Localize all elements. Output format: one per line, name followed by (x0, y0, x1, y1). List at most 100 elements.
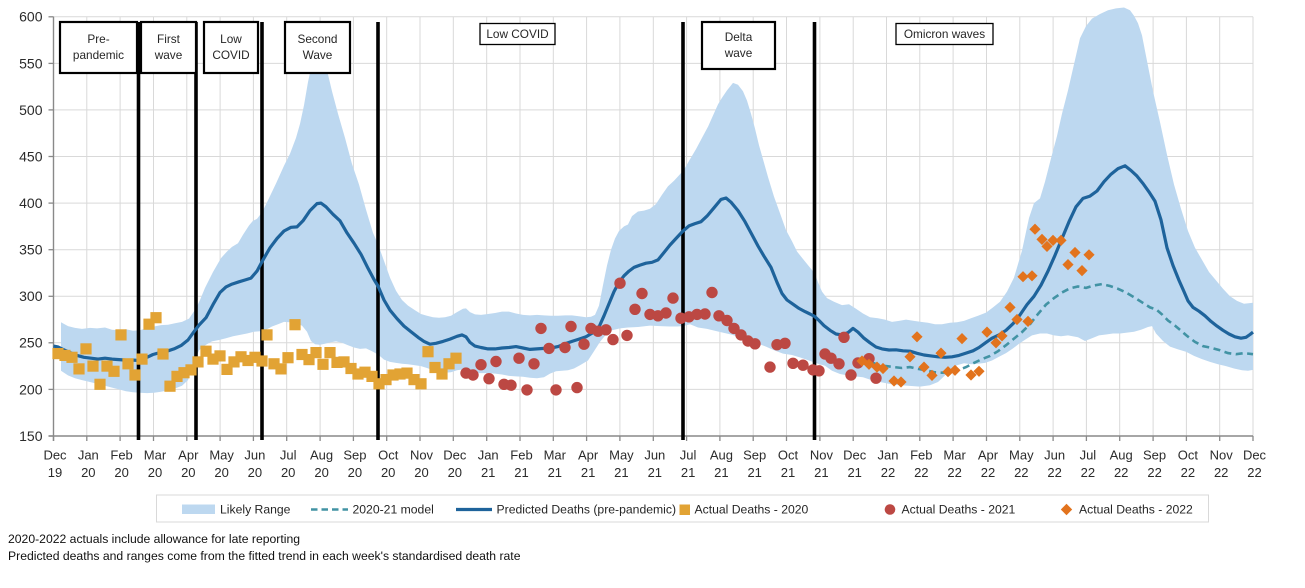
svg-text:wave: wave (154, 48, 183, 62)
svg-text:350: 350 (19, 242, 43, 258)
svg-text:COVID: COVID (212, 48, 249, 62)
svg-text:22: 22 (1047, 465, 1061, 480)
svg-text:600: 600 (19, 9, 43, 25)
svg-text:22: 22 (1014, 465, 1028, 480)
svg-text:Omicron waves: Omicron waves (904, 27, 985, 41)
svg-text:20: 20 (148, 465, 162, 480)
svg-text:21: 21 (781, 465, 795, 480)
svg-text:550: 550 (19, 55, 43, 71)
svg-text:pandemic: pandemic (73, 48, 124, 62)
svg-text:May: May (1009, 448, 1034, 463)
svg-text:400: 400 (19, 195, 43, 211)
svg-text:First: First (157, 32, 181, 46)
svg-text:Wave: Wave (303, 48, 333, 62)
svg-text:300: 300 (19, 288, 43, 304)
svg-text:22: 22 (1181, 465, 1195, 480)
svg-text:2020-21 model: 2020-21 model (353, 503, 434, 517)
svg-text:22: 22 (914, 465, 928, 480)
svg-text:Feb: Feb (510, 448, 532, 463)
svg-text:Feb: Feb (910, 448, 932, 463)
svg-text:Jul: Jul (1080, 448, 1097, 463)
svg-text:Apr: Apr (178, 448, 199, 463)
svg-text:Nov: Nov (1210, 448, 1234, 463)
svg-text:Second: Second (297, 32, 337, 46)
svg-text:22: 22 (1214, 465, 1228, 480)
svg-text:21: 21 (648, 465, 662, 480)
svg-text:21: 21 (514, 465, 528, 480)
svg-text:Jan: Jan (478, 448, 499, 463)
svg-text:20: 20 (214, 465, 228, 480)
svg-text:22: 22 (881, 465, 895, 480)
svg-text:Dec: Dec (443, 448, 467, 463)
svg-text:May: May (609, 448, 634, 463)
svg-text:Aug: Aug (1110, 448, 1133, 463)
svg-text:Jan: Jan (78, 448, 99, 463)
svg-text:21: 21 (681, 465, 695, 480)
svg-text:Apr: Apr (578, 448, 599, 463)
svg-text:20: 20 (81, 465, 95, 480)
svg-text:22: 22 (1081, 465, 1095, 480)
svg-text:Low: Low (220, 32, 242, 46)
svg-text:Dec: Dec (1243, 448, 1267, 463)
svg-text:500: 500 (19, 102, 43, 118)
svg-text:Mar: Mar (544, 448, 567, 463)
svg-text:Feb: Feb (110, 448, 132, 463)
svg-text:Jul: Jul (680, 448, 697, 463)
svg-text:Dec: Dec (843, 448, 867, 463)
svg-text:Actual Deaths - 2021: Actual Deaths - 2021 (902, 503, 1016, 517)
svg-text:Nov: Nov (810, 448, 834, 463)
svg-text:Mar: Mar (144, 448, 167, 463)
svg-text:20: 20 (281, 465, 295, 480)
svg-text:21: 21 (814, 465, 828, 480)
svg-text:250: 250 (19, 335, 43, 351)
svg-text:Nov: Nov (410, 448, 434, 463)
svg-text:21: 21 (581, 465, 595, 480)
svg-text:22: 22 (981, 465, 995, 480)
svg-text:2020-2022 actuals include allo: 2020-2022 actuals include allowance for … (8, 532, 300, 546)
svg-text:21: 21 (747, 465, 761, 480)
svg-text:200: 200 (19, 381, 43, 397)
svg-text:Predicted Deaths (pre-pandemic: Predicted Deaths (pre-pandemic) (497, 503, 677, 517)
svg-text:wave: wave (724, 46, 753, 60)
svg-text:20: 20 (114, 465, 128, 480)
svg-text:20: 20 (248, 465, 262, 480)
svg-text:Oct: Oct (378, 448, 399, 463)
svg-text:21: 21 (481, 465, 495, 480)
svg-text:Pre-: Pre- (87, 32, 109, 46)
svg-text:22: 22 (1147, 465, 1161, 480)
svg-text:21: 21 (548, 465, 562, 480)
svg-text:22: 22 (1247, 465, 1261, 480)
svg-text:Jun: Jun (244, 448, 265, 463)
svg-text:May: May (209, 448, 234, 463)
svg-text:Sep: Sep (743, 448, 766, 463)
svg-text:21: 21 (714, 465, 728, 480)
svg-text:Sep: Sep (343, 448, 366, 463)
svg-text:20: 20 (414, 465, 428, 480)
svg-text:20: 20 (314, 465, 328, 480)
svg-text:Jan: Jan (878, 448, 899, 463)
svg-text:Jun: Jun (1044, 448, 1065, 463)
svg-text:20: 20 (448, 465, 462, 480)
svg-text:450: 450 (19, 148, 43, 164)
svg-text:Jul: Jul (280, 448, 297, 463)
svg-text:Actual Deaths - 2022: Actual Deaths - 2022 (1079, 503, 1193, 517)
svg-text:Mar: Mar (943, 448, 966, 463)
svg-text:Jun: Jun (644, 448, 665, 463)
svg-text:Likely Range: Likely Range (220, 503, 291, 517)
svg-text:22: 22 (947, 465, 961, 480)
svg-text:Delta: Delta (725, 30, 753, 44)
svg-text:Low COVID: Low COVID (486, 27, 548, 41)
svg-text:22: 22 (1114, 465, 1128, 480)
svg-text:Apr: Apr (978, 448, 999, 463)
svg-text:Aug: Aug (310, 448, 333, 463)
svg-text:150: 150 (19, 428, 43, 444)
svg-text:Sep: Sep (1143, 448, 1166, 463)
svg-text:Actual Deaths - 2020: Actual Deaths - 2020 (695, 503, 809, 517)
svg-text:Aug: Aug (710, 448, 733, 463)
svg-text:21: 21 (614, 465, 628, 480)
svg-text:Predicted deaths and ranges co: Predicted deaths and ranges come from th… (8, 549, 521, 563)
svg-text:19: 19 (48, 465, 62, 480)
svg-text:20: 20 (181, 465, 195, 480)
svg-text:20: 20 (348, 465, 362, 480)
svg-text:Dec: Dec (43, 448, 67, 463)
